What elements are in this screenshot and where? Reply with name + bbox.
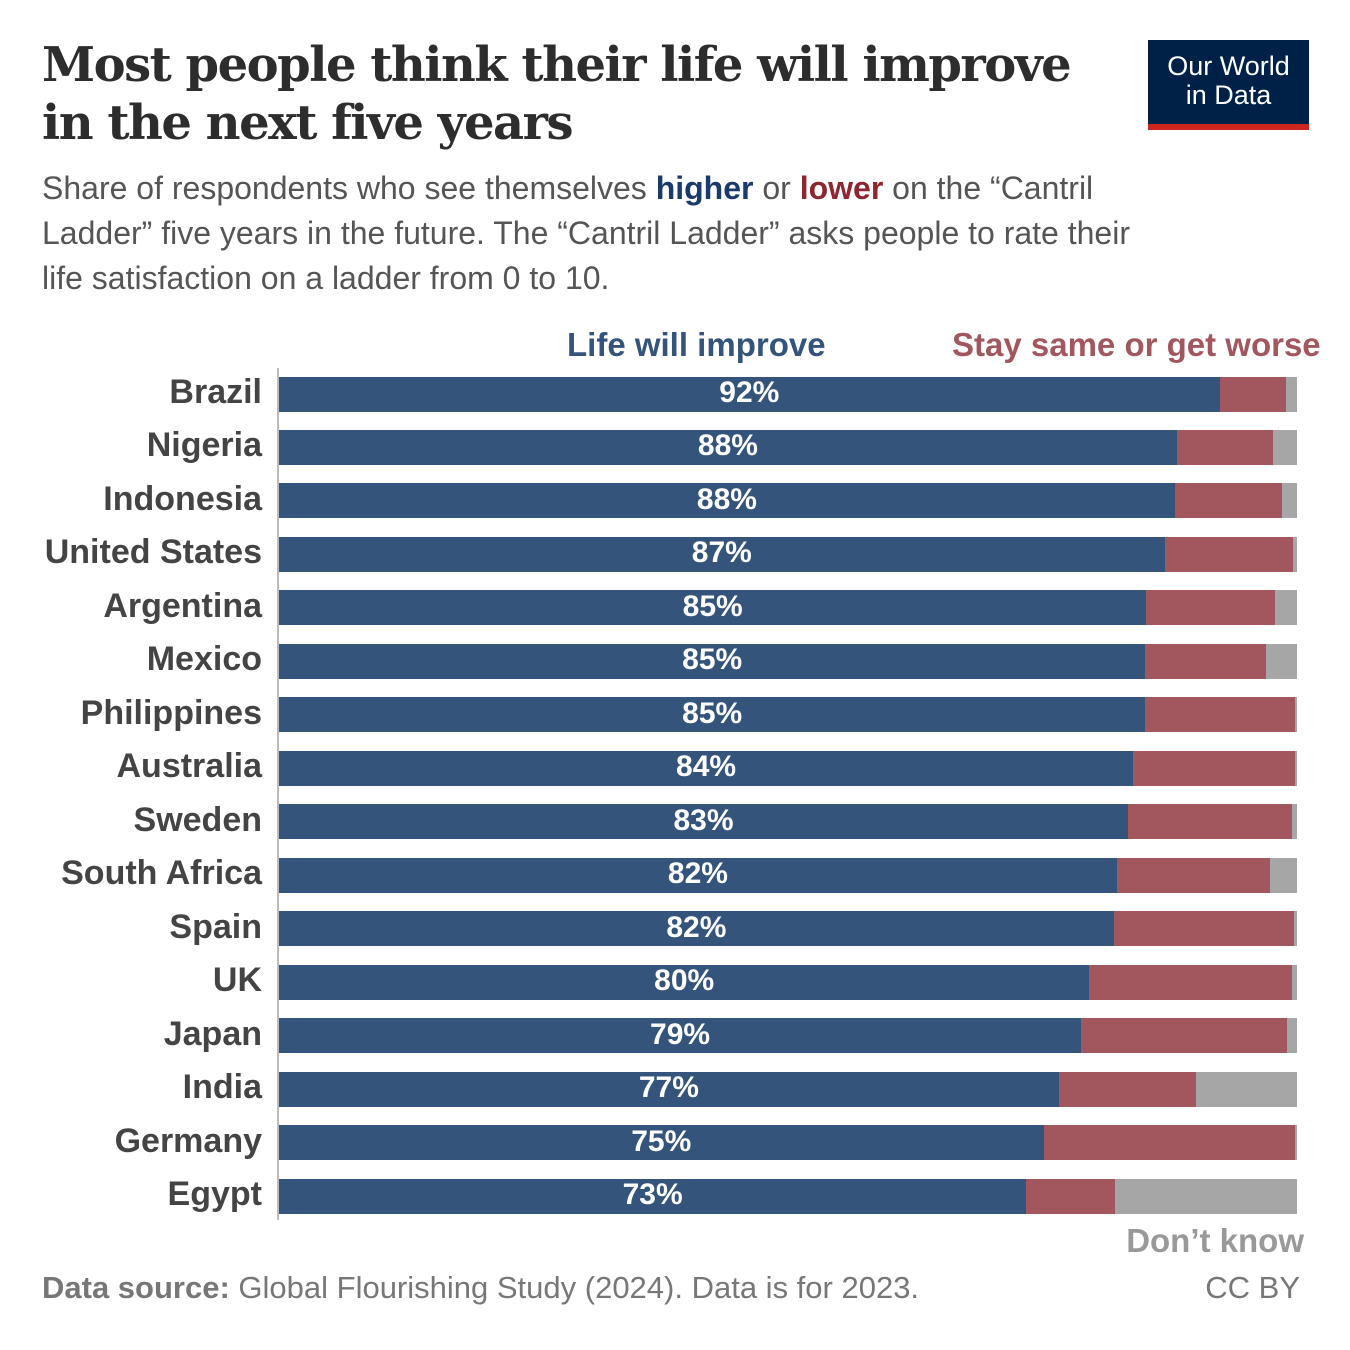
bar-segment-worse [1146,590,1275,626]
bar-segment-worse [1145,643,1267,679]
data-label: 82% [666,910,727,944]
bar-segment-improve [279,1071,1059,1107]
bar-segment-dont-know [1294,1125,1297,1161]
source-text: Global Flourishing Study (2024). Data is… [229,1270,920,1305]
bar-segment-dont-know [1196,1071,1297,1107]
bar-segment-dont-know [1293,911,1297,947]
category-label: Indonesia [103,479,262,518]
bar-segment-dont-know [1294,697,1297,733]
data-label: 75% [631,1124,692,1158]
legend-worse: Stay same or get worse [952,326,1321,363]
bar-segment-worse [1026,1178,1115,1214]
category-label: Germany [114,1121,262,1160]
bar-segment-improve [279,750,1134,786]
category-label: Australia [116,747,263,786]
bar-segment-dont-know [1269,857,1297,893]
bar-segment-worse [1043,1125,1295,1161]
data-label: 83% [673,803,734,837]
bar-segment-dont-know [1285,376,1297,412]
logo-line: Our World [1167,51,1290,81]
data-label: 88% [697,429,758,463]
bar-segment-dont-know [1286,1018,1297,1054]
data-source: Data source: Global Flourishing Study (2… [42,1270,919,1306]
bar-segment-worse [1089,964,1292,1000]
chart-title: Most people think their life will improv… [42,37,1072,151]
bar-segment-worse [1081,1018,1287,1054]
category-label: Argentina [103,586,262,625]
data-label: 79% [650,1017,711,1051]
category-label: Nigeria [146,426,262,465]
bar-segment-worse [1116,857,1270,893]
subtitle-text: or [753,170,800,206]
bar-segment-worse [1164,536,1293,572]
bar-segment-dont-know [1292,536,1297,572]
subtitle-text: on the “Cantril Ladder” five years in th… [42,170,1130,296]
bar-segment-dont-know [1114,1178,1297,1214]
bar-segment-improve [279,536,1165,572]
category-label: Egypt [167,1175,262,1214]
bar-segment-improve [279,857,1117,893]
data-label: 73% [622,1178,683,1212]
category-label: Spain [169,907,262,946]
bar-segment-worse [1145,697,1295,733]
source-label: Data source: [42,1270,230,1305]
bar-segment-worse [1176,429,1273,465]
data-label: 85% [682,643,743,677]
bar-segment-dont-know [1272,429,1297,465]
bar-segment-improve [279,590,1147,626]
category-label: South Africa [61,854,262,893]
bar-segment-worse [1219,376,1286,412]
category-label: United States [44,533,262,572]
data-label: 92% [719,376,780,409]
bar-segment-improve [279,697,1146,733]
bar-segment-dont-know [1281,483,1297,519]
bar-segment-improve [279,376,1220,412]
bar-segment-dont-know [1294,750,1297,786]
bar-segment-worse [1174,483,1282,519]
bar-segment-improve [279,429,1177,465]
bar-segment-worse [1128,804,1292,840]
chart-subtitle: Share of respondents who see themselves … [42,166,1132,301]
owid-logo[interactable]: Our World in Data [1148,40,1309,130]
category-label: Sweden [133,800,262,839]
bar-segment-worse [1113,911,1294,947]
bar-segment-improve [279,964,1090,1000]
subtitle-lower: lower [799,170,884,206]
logo-line: in Data [1185,80,1272,110]
bar-segment-improve [279,483,1175,519]
category-label: UK [212,961,262,1000]
subtitle-higher: higher [655,170,754,206]
category-label: Brazil [169,373,262,411]
bar-segment-dont-know [1291,964,1297,1000]
y-axis-line [277,368,279,1220]
bar-segment-worse [1133,750,1295,786]
category-label: Mexico [146,640,262,679]
bar-segment-dont-know [1291,804,1297,840]
bar-segment-improve [279,911,1114,947]
bar-segment-improve [279,804,1128,840]
bar-segment-improve [279,1125,1044,1161]
bar-segment-improve [279,643,1146,679]
license[interactable]: CC BY [1205,1270,1300,1305]
data-label: 87% [691,536,752,570]
data-label: 77% [638,1071,699,1105]
data-label: 84% [676,750,737,784]
legend-dont-know: Don’t know [1126,1222,1304,1259]
bar-segment-improve [279,1178,1027,1214]
data-label: 85% [682,589,743,623]
category-label: Philippines [80,693,262,732]
category-label: Japan [163,1014,262,1053]
category-label: India [182,1068,262,1107]
data-label: 85% [682,696,743,730]
data-label: 88% [696,482,757,516]
bar-segment-improve [279,1018,1082,1054]
bar-segment-dont-know [1274,590,1297,626]
data-label: 80% [654,964,715,998]
bar-segment-dont-know [1266,643,1297,679]
data-label: 82% [667,857,728,891]
legend-improve: Life will improve [567,326,826,363]
bar-segment-worse [1058,1071,1197,1107]
subtitle-text: Share of respondents who see themselves [42,170,656,206]
